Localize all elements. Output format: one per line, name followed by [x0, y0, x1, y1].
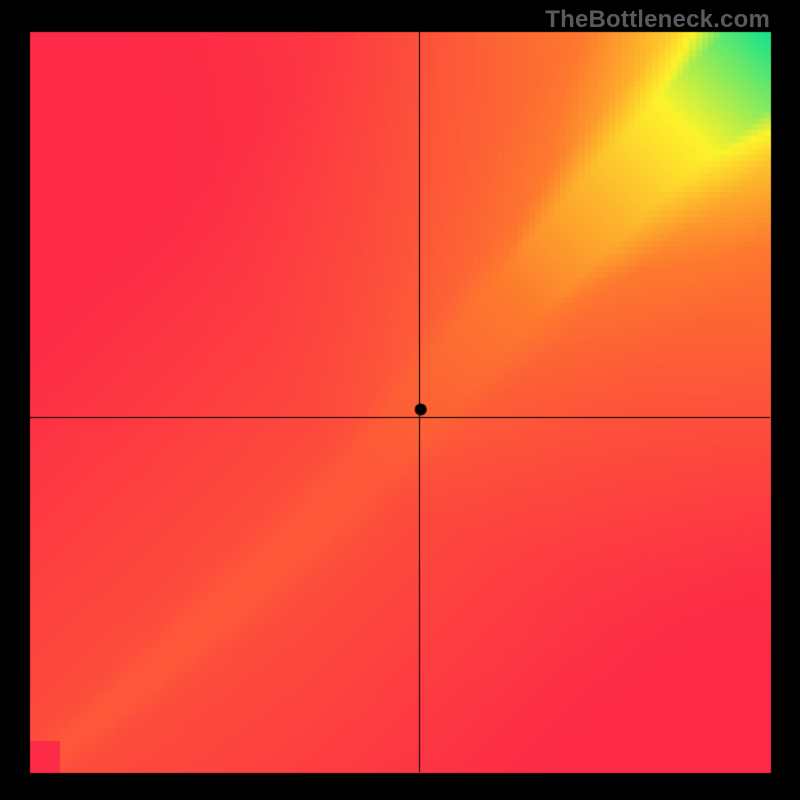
chart-container: TheBottleneck.com: [0, 0, 800, 800]
watermark-text: TheBottleneck.com: [545, 6, 770, 34]
heatmap-canvas: [0, 0, 800, 800]
